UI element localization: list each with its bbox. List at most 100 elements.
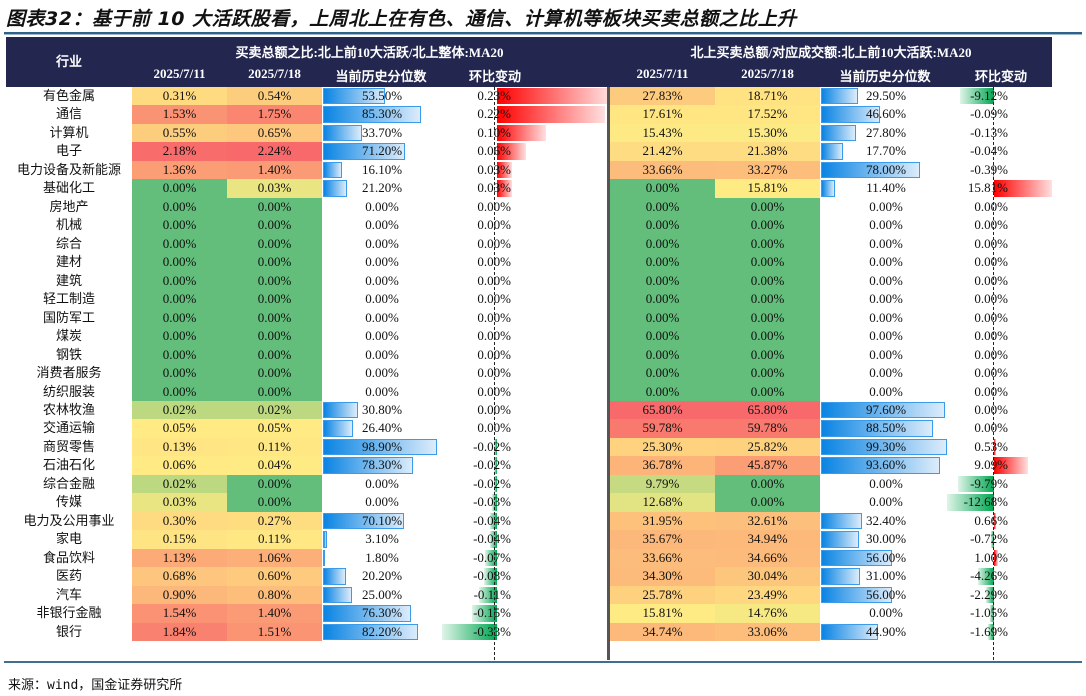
industry-name: 有色金属 [42, 88, 95, 103]
table-row: 银行 1.84% 1.51% 34.74% 33.06% 82.20% 44.90% -0.3… [6, 622, 1052, 642]
percentile-value: 0.00% [365, 235, 399, 251]
percentile-cell: 0.00% [821, 309, 951, 327]
heatmap-cell: 0.68% [132, 567, 227, 586]
heatmap-cell: 15.81% [715, 179, 820, 198]
change-bar-negative [987, 623, 994, 641]
percentile-cell: 0.00% [821, 364, 951, 382]
column-separator [607, 87, 610, 660]
table-body: 有色金属 0.31% 0.54% 27.83% 18.71% 53.50% 29.50% 0.… [6, 87, 1053, 642]
percentile-cell: 32.40% [821, 512, 951, 530]
industry-name: 房地产 [49, 198, 89, 214]
table-row: 建材 0.00% 0.00% 0.00% 0.00% 0.00% 0.00% 0.00% 0.0… [6, 253, 1052, 272]
percentile-cell: 78.00% [821, 161, 951, 179]
change-bar-negative [990, 605, 994, 622]
percentile-value: 3.10% [365, 531, 399, 547]
heatmap-cell: 25.30% [610, 437, 715, 457]
change-cell: 0.00% [955, 198, 1052, 216]
change-cell: 0.00% [955, 401, 1052, 419]
chart-title: 图表32：基于前 10 大活跃股看，上周北上在有色、通信、计算机等板块买卖总额之… [6, 8, 797, 30]
percentile-cell: 93.60% [821, 456, 951, 474]
percentile-cell: 46.60% [821, 105, 951, 123]
heatmap-cell: 0.00% [610, 253, 715, 272]
percentile-value: 21.20% [361, 180, 403, 196]
percentile-cell: 0.00% [323, 309, 441, 327]
heatmap-cell: 9.79% [610, 474, 715, 494]
percentile-cell: 56.00% [821, 549, 951, 567]
change-value: 9.09% [974, 457, 1008, 473]
table-row: 建筑 0.00% 0.00% 0.00% 0.00% 0.00% 0.00% 0.00% 0.0… [6, 271, 1052, 291]
heatmap-cell: 0.55% [132, 123, 227, 143]
table-row: 轻工制造 0.00% 0.00% 0.00% 0.00% 0.00% 0.00% 0.00% 0… [6, 290, 1052, 309]
table-row: 纺织服装 0.00% 0.00% 0.00% 0.00% 0.00% 0.00% 0.00% 0… [6, 382, 1052, 401]
percentile-value: 0.00% [869, 605, 903, 621]
table-row: 电力及公用事业 0.30% 0.27% 31.95% 32.61% 70.10% 32.40… [6, 511, 1052, 531]
change-bar-positive [994, 438, 996, 456]
percentile-value: 1.80% [365, 549, 399, 565]
percentile-bar [323, 549, 326, 567]
heatmap-cell: 21.42% [610, 142, 715, 161]
industry-name: 综合金融 [42, 475, 95, 491]
percentile-bar [323, 568, 347, 585]
change-bar-positive [497, 161, 512, 179]
heatmap-cell: 0.80% [227, 585, 322, 605]
change-value: -0.33% [473, 623, 511, 639]
header-industry: 行业 [55, 54, 82, 69]
change-value: 0.00% [974, 254, 1008, 270]
percentile-value: 98.90% [361, 438, 403, 454]
heatmap-cell: 0.00% [715, 271, 820, 291]
change-cell: 0.00% [955, 216, 1052, 234]
heatmap-cell: 2.18% [132, 142, 227, 161]
heatmap-cell: 0.00% [227, 308, 322, 328]
percentile-value: 0.00% [365, 365, 399, 381]
change-bar-negative [493, 438, 497, 456]
change-value: -0.15% [473, 605, 511, 621]
heatmap-cell: 65.80% [610, 400, 715, 420]
percentile-cell: 0.00% [323, 272, 441, 290]
change-cell: -0.04% [441, 512, 608, 530]
heatmap-cell: 65.80% [715, 400, 820, 420]
percentile-value: 30.00% [865, 531, 907, 547]
percentile-cell: 0.00% [821, 272, 951, 290]
heatmap-cell: 0.00% [610, 290, 715, 309]
percentile-cell: 30.80% [323, 401, 441, 419]
change-cell: 0.00% [955, 383, 1052, 401]
percentile-cell: 29.50% [821, 87, 951, 105]
change-cell: 0.00% [441, 401, 608, 419]
change-bar-negative [442, 623, 497, 641]
change-cell: 0.00% [955, 346, 1052, 364]
industry-name: 医药 [55, 568, 82, 584]
change-cell: 0.22% [441, 105, 608, 123]
table-row: 钢铁 0.00% 0.00% 0.00% 0.00% 0.00% 0.00% 0.00% 0.0… [6, 345, 1052, 365]
heatmap-cell: 25.78% [610, 585, 715, 605]
heatmap-cell: 1.51% [227, 622, 322, 642]
percentile-bar [821, 161, 921, 179]
change-cell: 0.66% [955, 512, 1052, 530]
change-cell: -0.33% [441, 623, 608, 641]
percentile-value: 0.00% [365, 328, 399, 344]
percentile-value: 56.00% [865, 549, 907, 565]
percentile-bar [821, 106, 881, 123]
heatmap-cell: 0.00% [715, 290, 820, 309]
change-cell: 0.00% [441, 383, 608, 401]
industry-name: 基础化工 [42, 180, 95, 196]
header-right-date2: 2025/7/18 [741, 66, 794, 81]
change-cell: -9.79% [955, 475, 1052, 493]
industry-name: 电子 [55, 143, 82, 159]
change-value: -1.69% [970, 623, 1008, 639]
heatmap-cell: 36.78% [610, 456, 715, 475]
percentile-value: 85.30% [361, 106, 403, 122]
heatmap-cell: 1.84% [132, 622, 227, 642]
industry-name: 食品饮料 [42, 549, 95, 565]
change-bar-negative [978, 568, 994, 585]
percentile-cell: 0.00% [821, 475, 951, 493]
percentile-bar [821, 88, 859, 105]
table-row: 有色金属 0.31% 0.54% 27.83% 18.71% 53.50% 29.50% 0.… [6, 87, 1052, 106]
percentile-value: 88.50% [865, 420, 907, 436]
heatmap-cell: 0.02% [132, 474, 227, 494]
percentile-value: 33.70% [361, 124, 403, 140]
change-bar-negative [483, 568, 497, 585]
percentile-bar [821, 180, 836, 197]
percentile-cell: 27.80% [821, 124, 951, 142]
change-cell: -0.02% [441, 475, 608, 493]
change-cell: 0.00% [441, 309, 608, 327]
